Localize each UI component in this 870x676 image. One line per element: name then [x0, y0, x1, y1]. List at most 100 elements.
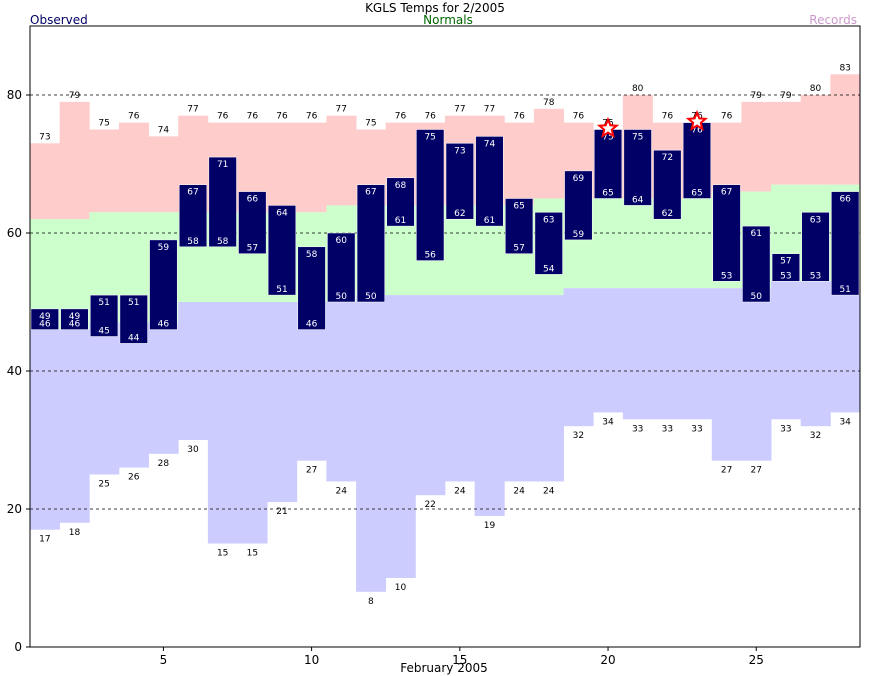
- obs-high-label: 75: [424, 133, 435, 143]
- observed-bar: [416, 129, 445, 261]
- record-high-label: 78: [543, 98, 555, 108]
- record-high-band: [296, 122, 327, 213]
- observed-bar: [238, 191, 267, 254]
- record-high-label: 76: [306, 112, 318, 122]
- y-tick-label: 0: [14, 640, 22, 654]
- obs-high-label: 66: [839, 195, 851, 205]
- observed-bar: [653, 149, 682, 220]
- record-low-label: 8: [368, 597, 374, 607]
- obs-high-label: 67: [187, 188, 198, 198]
- record-high-label: 77: [484, 105, 495, 115]
- record-high-band: [30, 143, 61, 220]
- record-high-label: 80: [632, 84, 644, 94]
- record-high-band: [267, 122, 298, 213]
- record-high-label: 74: [158, 125, 170, 135]
- record-low-band: [741, 288, 772, 461]
- record-high-band: [148, 136, 179, 213]
- obs-high-label: 75: [632, 133, 643, 143]
- record-low-band: [652, 288, 683, 420]
- obs-high-label: 67: [365, 188, 376, 198]
- record-high-label: 76: [217, 112, 229, 122]
- obs-low-label: 62: [662, 209, 673, 219]
- record-low-label: 21: [276, 507, 287, 517]
- observed-bar: [771, 253, 800, 282]
- record-high-label: 76: [573, 112, 585, 122]
- record-high-band: [504, 122, 535, 206]
- record-high-label: 76: [276, 112, 288, 122]
- record-low-band: [30, 329, 61, 530]
- value-label-layer: 4946731749467918514575255144762659467428…: [39, 63, 851, 607]
- record-low-band: [771, 281, 802, 420]
- record-high-label: 76: [128, 112, 140, 122]
- obs-low-label: 54: [543, 264, 555, 274]
- obs-high-label: 58: [306, 250, 318, 260]
- record-high-label: 80: [810, 84, 822, 94]
- record-low-label: 33: [632, 424, 643, 434]
- obs-low-label: 53: [780, 271, 791, 281]
- obs-low-label: 45: [98, 327, 109, 337]
- record-high-label: 76: [247, 112, 259, 122]
- obs-low-label: 64: [632, 195, 644, 205]
- record-low-band: [385, 295, 416, 578]
- obs-high-label: 71: [217, 160, 228, 170]
- x-tick-label: 25: [749, 653, 764, 667]
- record-high-band: [800, 95, 831, 185]
- record-high-label: 79: [780, 91, 792, 101]
- obs-low-label: 56: [424, 251, 436, 261]
- obs-high-label: 75: [602, 133, 613, 143]
- observed-bar: [386, 177, 415, 227]
- obs-low-label: 61: [395, 216, 406, 226]
- axis-layer: 0 20 40 60 80 5 10 15 20 25: [7, 88, 764, 667]
- record-high-band: [771, 101, 802, 185]
- record-low-label: 24: [543, 486, 555, 496]
- obs-low-label: 50: [751, 292, 763, 302]
- y-tick-label: 20: [7, 502, 22, 516]
- record-low-label: 22: [424, 500, 435, 510]
- record-high-label: 83: [839, 63, 850, 73]
- record-high-band: [711, 122, 742, 192]
- observed-bar: [682, 122, 712, 199]
- record-low-label: 15: [217, 549, 228, 559]
- record-high-band: [59, 101, 90, 220]
- record-low-band: [533, 295, 564, 482]
- obs-high-label: 76: [691, 126, 703, 136]
- obs-low-label: 58: [217, 237, 229, 247]
- record-star-icon: [685, 109, 709, 132]
- observed-bar: [831, 191, 860, 296]
- record-high-band: [741, 101, 772, 192]
- observed-bar: [30, 308, 59, 330]
- normal-band: [593, 198, 624, 289]
- obs-low-label: 57: [247, 244, 258, 254]
- record-high-band: [89, 129, 120, 213]
- observed-bar: [90, 294, 119, 337]
- record-low-band: [356, 295, 387, 592]
- record-high-band: [118, 122, 149, 213]
- x-tick-label: 5: [160, 653, 168, 667]
- record-low-band: [326, 302, 357, 482]
- obs-low-label: 53: [810, 271, 821, 281]
- x-axis-label: February 2005: [400, 661, 488, 675]
- observed-bar: [178, 184, 208, 248]
- record-low-label: 27: [751, 466, 762, 476]
- record-high-label: 75: [365, 119, 376, 129]
- record-low-label: 32: [573, 431, 584, 441]
- record-high-label: 76: [424, 112, 436, 122]
- obs-high-label: 49: [39, 312, 51, 322]
- record-high-label: 76: [721, 112, 733, 122]
- record-low-band: [89, 322, 120, 475]
- record-low-band: [474, 295, 505, 516]
- obs-high-label: 51: [98, 298, 109, 308]
- record-low-label: 24: [513, 486, 525, 496]
- record-high-label: 79: [751, 91, 763, 101]
- y-tick-label: 80: [7, 88, 22, 102]
- observed-bar: [445, 143, 474, 220]
- obs-high-label: 69: [573, 174, 585, 184]
- obs-low-label: 51: [839, 285, 850, 295]
- record-low-band: [563, 288, 594, 427]
- record-high-label: 76: [395, 112, 407, 122]
- obs-high-label: 72: [662, 153, 673, 163]
- record-low-label: 24: [336, 486, 348, 496]
- normal-band: [445, 205, 476, 296]
- record-low-label: 26: [128, 473, 140, 483]
- observed-bar: [149, 239, 178, 330]
